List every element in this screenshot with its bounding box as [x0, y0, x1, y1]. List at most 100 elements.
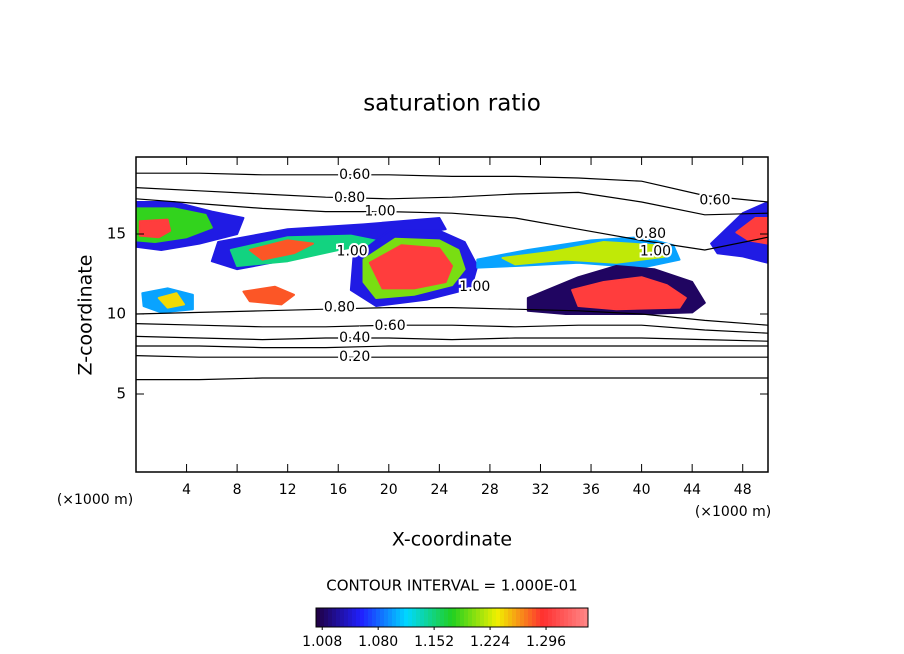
- colorbar-frame: [315, 607, 589, 628]
- contour-label: 0.80: [324, 300, 355, 316]
- colorbar-swatch: [380, 608, 385, 627]
- colorbar-swatch: [416, 608, 421, 627]
- x-tick-label: 32: [532, 482, 550, 498]
- colorbar-swatch: [368, 608, 373, 627]
- colorbar-swatch: [464, 608, 469, 627]
- colorbar-swatch: [400, 608, 405, 627]
- filled-region: [242, 285, 295, 306]
- x-tick-label: 36: [582, 482, 600, 498]
- contour-line: [136, 355, 768, 358]
- x-tick-label: 16: [329, 482, 347, 498]
- contour-label: 0.40: [339, 330, 370, 346]
- filled-region: [501, 241, 668, 266]
- x-tick-label: 8: [233, 482, 242, 498]
- colorbar-swatch: [540, 608, 545, 627]
- x-tick-label: 28: [481, 482, 499, 498]
- colorbar-swatch: [408, 608, 413, 627]
- y-tick-label: 5: [116, 385, 126, 403]
- x-unit: (×1000 m): [695, 504, 771, 520]
- colorbar-swatch: [556, 608, 561, 627]
- colorbar-swatch: [336, 608, 341, 627]
- colorbar-swatch: [516, 608, 521, 627]
- colorbar-swatch: [352, 608, 357, 627]
- filled-region: [138, 218, 172, 239]
- contour-line: [136, 198, 768, 251]
- colorbar-swatch: [324, 608, 329, 627]
- x-axis-label: X-coordinate: [392, 529, 512, 551]
- colorbar-swatch: [488, 608, 493, 627]
- x-tick-label: 24: [430, 482, 448, 498]
- colorbar-swatch: [460, 608, 465, 627]
- colorbar-swatch: [548, 608, 553, 627]
- contour-line: [136, 335, 768, 342]
- colorbar-swatch: [344, 608, 349, 627]
- colorbar-swatch: [536, 608, 541, 627]
- y-axis-label: Z-coordinate: [75, 255, 97, 376]
- x-tick-label: 20: [380, 482, 398, 498]
- colorbar-swatch: [572, 608, 577, 627]
- plot-frame: [135, 156, 769, 473]
- colorbar-swatch: [476, 608, 481, 627]
- y-tick-label: 15: [107, 225, 126, 243]
- filled-region: [735, 217, 768, 245]
- y-tick-label: 10: [107, 305, 126, 323]
- x-tick-label: 4: [182, 482, 191, 498]
- x-tick-label: 48: [734, 482, 752, 498]
- colorbar-swatch: [532, 608, 537, 627]
- colorbar-swatch: [448, 608, 453, 627]
- colorbar-swatch: [364, 608, 369, 627]
- colorbar-swatch: [444, 608, 449, 627]
- colorbar-swatch: [568, 608, 573, 627]
- contour-line: [136, 307, 768, 326]
- filled-region: [248, 239, 314, 261]
- colorbar-swatch: [356, 608, 361, 627]
- contour-label: 1.00: [337, 244, 368, 260]
- colorbar-swatch: [484, 608, 489, 627]
- colorbar-swatch: [564, 608, 569, 627]
- contour-line: [136, 345, 768, 349]
- contour-label: 0.60: [374, 318, 405, 334]
- colorbar-swatch: [492, 608, 497, 627]
- colorbar-swatch: [544, 608, 549, 627]
- colorbar-swatch: [496, 608, 501, 627]
- contour-line: [136, 187, 768, 216]
- colorbar-tick-label: 1.008: [302, 634, 342, 650]
- colorbar-swatch: [424, 608, 429, 627]
- colorbar-swatch: [504, 608, 509, 627]
- colorbar-swatch: [440, 608, 445, 627]
- contour-line: [136, 172, 768, 203]
- colorbar-swatch: [388, 608, 393, 627]
- contour-label: 0.60: [699, 192, 730, 208]
- colorbar-swatch: [560, 608, 565, 627]
- colorbar-swatch: [404, 608, 409, 627]
- x-tick-label: 12: [279, 482, 297, 498]
- contour-label: 1.00: [640, 244, 671, 260]
- colorbar-tick-label: 1.296: [526, 634, 566, 650]
- colorbar-swatch: [480, 608, 485, 627]
- contour-label: 0.80: [635, 226, 666, 242]
- colorbar-swatch: [508, 608, 513, 627]
- colorbar-swatch: [468, 608, 473, 627]
- colorbar-swatch: [524, 608, 529, 627]
- colorbar-swatch: [528, 608, 533, 627]
- colorbar-swatch: [360, 608, 365, 627]
- plot-area: 0.600.801.001.000.800.600.400.201.000.80…: [136, 165, 768, 381]
- colorbar-swatch: [432, 608, 437, 627]
- colorbar-swatch: [520, 608, 525, 627]
- contour-label: 1.00: [459, 279, 490, 295]
- contour-label: 0.60: [339, 167, 370, 183]
- colorbar-swatch: [552, 608, 557, 627]
- filled-region: [571, 276, 687, 311]
- colorbar-swatch: [412, 608, 417, 627]
- colorbar-swatch: [348, 608, 353, 627]
- filled-region: [157, 292, 186, 309]
- colorbar-swatch: [512, 608, 517, 627]
- colorbar-swatch: [500, 608, 505, 627]
- colorbar-swatch: [452, 608, 457, 627]
- colorbar-swatch: [428, 608, 433, 627]
- colorbar-swatch: [396, 608, 401, 627]
- colorbar-swatch: [320, 608, 325, 627]
- contour-interval: CONTOUR INTERVAL = 1.000E-01: [326, 577, 577, 595]
